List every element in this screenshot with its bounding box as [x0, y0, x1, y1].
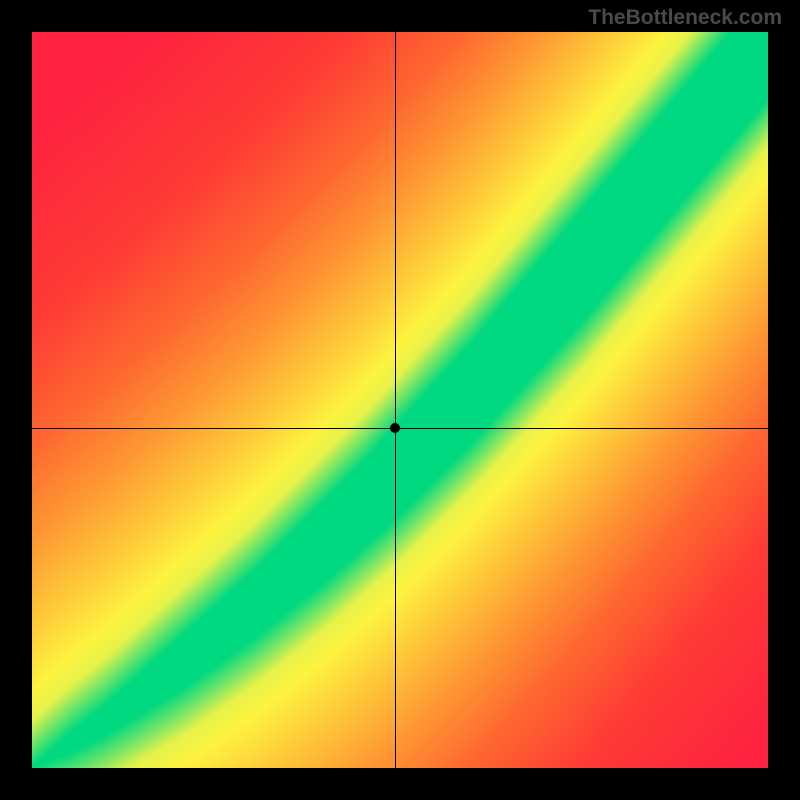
heatmap-frame [32, 32, 768, 768]
watermark-text: TheBottleneck.com [588, 6, 782, 30]
crosshair-marker [390, 423, 400, 433]
heatmap-canvas [32, 32, 768, 768]
crosshair-vertical [395, 32, 396, 768]
crosshair-horizontal [32, 428, 768, 429]
